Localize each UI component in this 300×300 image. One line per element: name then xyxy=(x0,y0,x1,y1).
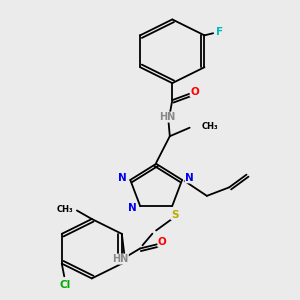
Text: O: O xyxy=(158,237,167,247)
Text: O: O xyxy=(190,87,199,97)
Text: HN: HN xyxy=(112,254,128,264)
Text: N: N xyxy=(185,173,194,183)
Text: HN: HN xyxy=(159,112,176,122)
Text: N: N xyxy=(118,173,127,183)
Text: S: S xyxy=(171,209,178,220)
Text: CH₃: CH₃ xyxy=(202,122,219,131)
Text: F: F xyxy=(216,27,223,37)
Text: CH₃: CH₃ xyxy=(56,205,73,214)
Text: N: N xyxy=(128,203,137,213)
Text: Cl: Cl xyxy=(60,280,71,290)
